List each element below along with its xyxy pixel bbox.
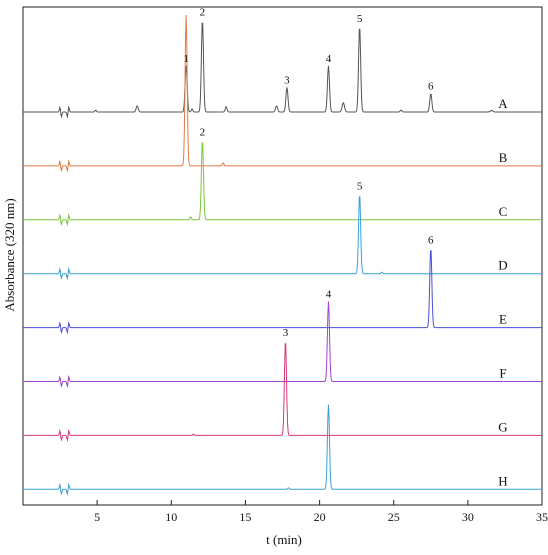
trace-a (23, 22, 542, 119)
series-labels-group: A B C D E F G H (498, 96, 508, 488)
series-label-d: D (498, 258, 507, 273)
x-tick-label-10: 10 (165, 510, 177, 524)
trace-h (23, 404, 542, 496)
y-axis-label: Absorbance (320 nm) (2, 198, 17, 311)
x-axis-label: t (min) (266, 532, 302, 547)
peak-label-e-6: 6 (428, 235, 434, 247)
peak-label-a-6: 6 (428, 81, 434, 93)
peak-label-f-4: 4 (326, 288, 332, 300)
trace-b (23, 14, 542, 173)
series-label-b: B (499, 150, 508, 165)
trace-f (23, 301, 542, 389)
x-axis: 5 10 15 20 25 30 35 (94, 500, 548, 524)
peak-label-a-3: 3 (284, 74, 290, 86)
series-label-h: H (498, 473, 507, 488)
plot-frame (22, 6, 543, 506)
series-label-c: C (499, 204, 508, 219)
peak-label-a-1: 1 (183, 53, 189, 65)
peak-labels-group: 1 2 3 4 5 6 2 5 6 4 3 (183, 7, 434, 339)
peak-label-c-2: 2 (200, 127, 206, 139)
x-tick-label-5: 5 (94, 510, 100, 524)
x-tick-label-35: 35 (536, 510, 548, 524)
trace-g (23, 343, 542, 442)
trace-c (23, 142, 542, 227)
x-tick-label-20: 20 (314, 510, 326, 524)
series-label-g: G (498, 419, 507, 434)
trace-d (23, 196, 542, 281)
traces-group (23, 14, 542, 496)
peak-label-d-5: 5 (357, 181, 363, 193)
series-label-f: F (499, 366, 506, 381)
trace-e (23, 250, 542, 335)
x-tick-label-15: 15 (239, 510, 251, 524)
peak-label-g-3: 3 (283, 327, 289, 339)
peak-label-a-5: 5 (357, 13, 363, 25)
x-tick-label-25: 25 (388, 510, 400, 524)
peak-label-a-4: 4 (326, 53, 332, 65)
series-label-e: E (499, 312, 507, 327)
peak-label-a-2: 2 (200, 7, 206, 19)
x-tick-label-30: 30 (462, 510, 474, 524)
series-label-a: A (498, 96, 508, 111)
